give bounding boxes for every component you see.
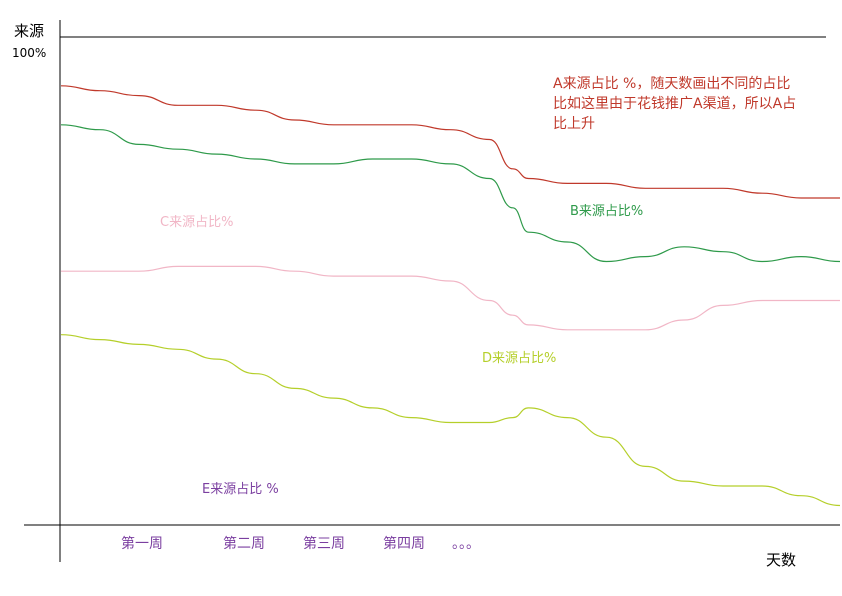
annotation-a-line3: 比上升 <box>553 116 595 132</box>
label-b: B来源占比% <box>570 204 643 219</box>
series-line-a <box>60 85 840 199</box>
label-d: D来源占比% <box>482 351 556 366</box>
label-c: C来源占比% <box>160 215 233 230</box>
series-layer <box>60 85 841 507</box>
annotation-a-line1: A来源占比 %，随天数画出不同的占比 <box>553 76 790 92</box>
series-line-d <box>60 334 841 507</box>
x-axis-label: 天数 <box>766 551 796 569</box>
category-label-week1: 第一周 <box>121 535 163 552</box>
category-label-ellipsis: 。。。 <box>452 536 480 552</box>
annotation-a-line2: 比如这里由于花钱推广A渠道，所以A占 <box>553 95 796 112</box>
category-label-week2: 第二周 <box>223 535 265 552</box>
y-axis-label: 来源 <box>14 22 44 40</box>
y-tick-top: 100% <box>12 46 46 60</box>
category-label-week3: 第三周 <box>303 535 345 552</box>
series-line-b <box>60 124 841 263</box>
series-line-c <box>61 265 840 331</box>
label-e: E来源占比 % <box>202 482 279 497</box>
category-label-week4: 第四周 <box>383 535 425 552</box>
